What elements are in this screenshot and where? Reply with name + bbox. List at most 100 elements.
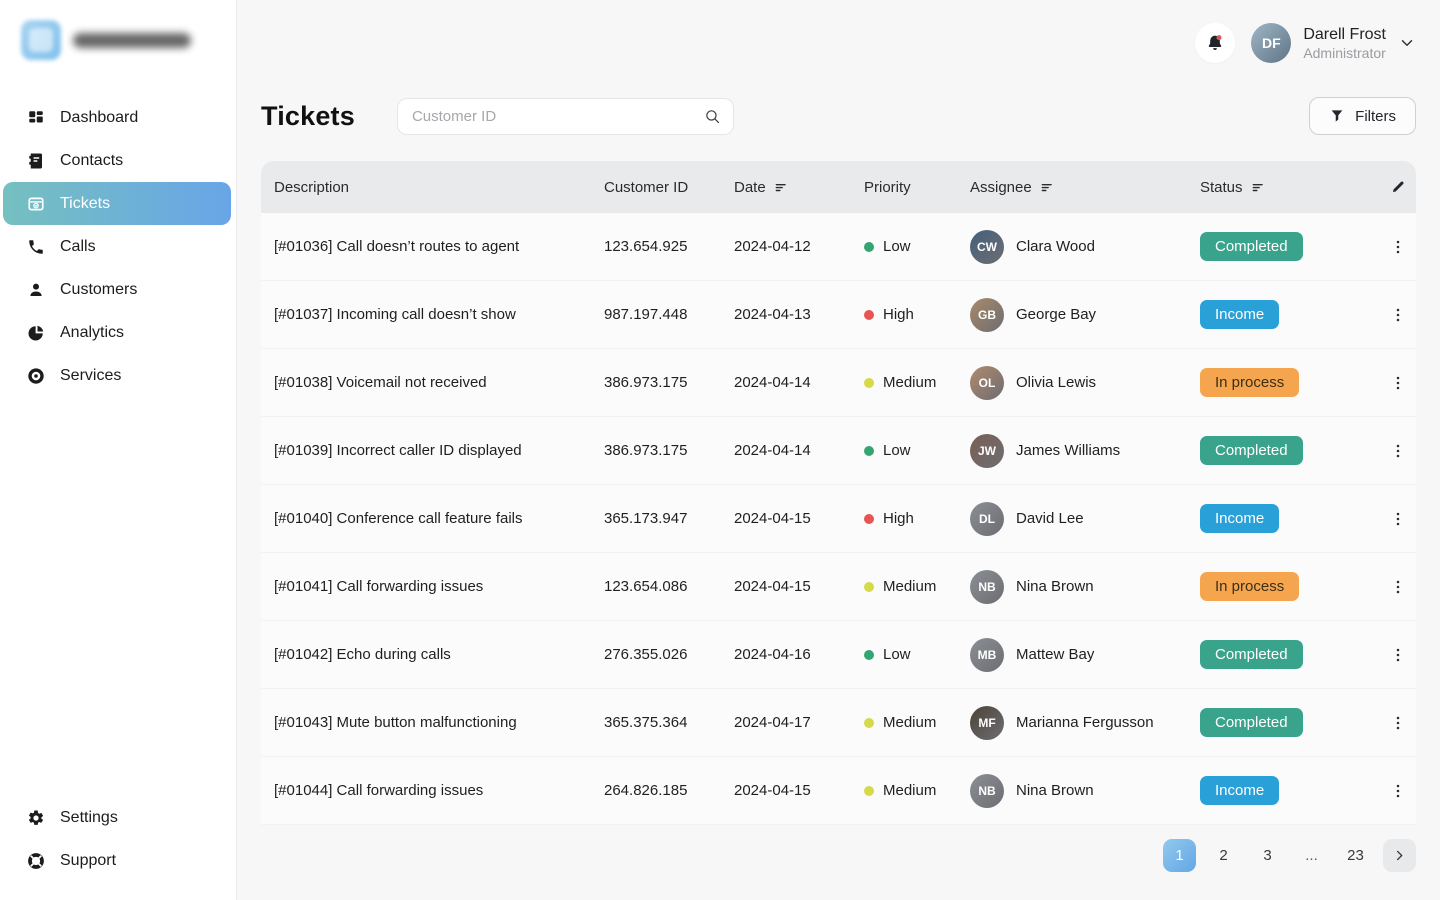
contacts-icon [27,152,45,170]
sidebar-item-contacts[interactable]: Contacts [0,139,236,182]
sidebar-item-customers[interactable]: Customers [0,268,236,311]
sidebar-item-label: Customers [60,280,138,298]
row-menu-button[interactable] [1386,439,1410,463]
notifications-button[interactable] [1195,23,1236,63]
kebab-icon [1390,715,1406,731]
assignee-avatar: GB [970,297,1004,332]
priority-dot [864,785,874,796]
priority-dot [864,377,874,388]
search-input[interactable] [411,107,704,125]
user-role: Administrator [1303,44,1386,61]
row-menu-button[interactable] [1386,507,1410,531]
sort-icon[interactable] [1251,180,1265,194]
filters-button[interactable]: Filters [1309,97,1416,135]
kebab-icon [1390,579,1406,595]
table-row: [#01040] Conference call feature fails 3… [261,485,1416,553]
sidebar-item-label: Contacts [60,151,124,169]
table-body: [#01036] Call doesn’t routes to agent 12… [261,213,1416,825]
assignee-avatar: MF [970,705,1004,740]
ticket-date: 2024-04-17 [734,714,811,731]
ticket-date: 2024-04-16 [734,646,811,663]
page-button-2[interactable]: 2 [1207,839,1240,872]
priority-dot [864,717,874,728]
ticket-description: [#01036] Call doesn’t routes to agent [274,238,520,255]
sidebar-item-dashboard[interactable]: Dashboard [0,96,236,139]
table-header-row: Description Customer ID Date Priority Assign… [261,161,1416,213]
column-header-date[interactable]: Date [734,179,864,196]
phone-icon [27,238,45,256]
user-menu[interactable]: DF Darell Frost Administrator [1251,23,1416,63]
status-badge: Completed [1200,708,1303,737]
sort-icon[interactable] [774,180,788,194]
table-row: [#01044] Call forwarding issues 264.826.… [261,757,1416,825]
row-menu-button[interactable] [1386,711,1410,735]
column-label: Customer ID [604,178,689,196]
status-badge: In process [1200,572,1300,601]
ticket-description: [#01040] Conference call feature fails [274,510,523,527]
ticket-date: 2024-04-15 [734,578,811,595]
ticket-customer-id: 365.375.364 [604,714,688,731]
sidebar-item-calls[interactable]: Calls [0,225,236,268]
column-label: Assignee [970,178,1032,196]
row-menu-button[interactable] [1386,779,1410,803]
assignee-name: Olivia Lewis [1016,374,1097,391]
sort-icon[interactable] [1040,180,1054,194]
sidebar-item-label: Analytics [60,323,125,341]
assignee-avatar: CW [970,229,1004,264]
assignee-avatar: OL [970,365,1004,400]
row-menu-button[interactable] [1386,303,1410,327]
ticket-customer-id: 123.654.925 [604,238,688,255]
sidebar-footer-nav: Settings Support [0,796,236,882]
row-menu-button[interactable] [1386,575,1410,599]
sidebar-item-services[interactable]: Services [0,354,236,397]
ticket-date: 2024-04-15 [734,782,811,799]
user-name: Darell Frost [1303,25,1386,43]
ticket-description: [#01037] Incoming call doesn’t show [274,306,516,323]
page-header: Tickets Filters [261,96,1416,136]
sidebar-item-settings[interactable]: Settings [0,796,236,839]
ticket-customer-id: 276.355.026 [604,646,688,663]
row-menu-button[interactable] [1386,235,1410,259]
ticket-customer-id: 123.654.086 [604,578,688,595]
ticket-customer-id: 365.173.947 [604,510,688,527]
status-badge: Completed [1200,232,1303,261]
app-logo [0,0,236,60]
assignee-name: Clara Wood [1016,238,1095,255]
assignee-name: George Bay [1016,306,1097,323]
sidebar-item-tickets[interactable]: Tickets [3,182,231,225]
assignee-avatar: MB [970,637,1004,672]
priority-label: Medium [883,782,937,799]
table-row: [#01038] Voicemail not received 386.973.… [261,349,1416,417]
kebab-icon [1390,647,1406,663]
user-avatar: DF [1251,23,1292,63]
assignee-name: Nina Brown [1016,782,1094,799]
page-button-3[interactable]: 3 [1251,839,1284,872]
priority-dot [864,581,874,592]
column-header-status[interactable]: Status [1200,179,1379,196]
column-header-priority: Priority [864,179,970,196]
assignee-name: David Lee [1016,510,1084,527]
ticket-date: 2024-04-12 [734,238,811,255]
kebab-icon [1390,375,1406,391]
status-badge: Income [1200,776,1280,805]
edit-columns-icon[interactable] [1390,179,1406,195]
page-button-23[interactable]: 23 [1339,839,1372,872]
column-label: Status [1200,178,1243,196]
sidebar: Dashboard Contacts Tickets Calls Custome… [0,0,237,900]
ticket-customer-id: 386.973.175 [604,442,688,459]
next-page-button[interactable] [1383,838,1416,872]
page-button-active[interactable]: 1 [1163,838,1196,872]
assignee-name: James Williams [1016,442,1121,459]
column-header-assignee[interactable]: Assignee [970,179,1200,196]
status-badge: Income [1200,300,1280,329]
sidebar-item-analytics[interactable]: Analytics [0,311,236,354]
chevron-right-icon [1392,848,1407,863]
search-icon[interactable] [704,108,721,125]
assignee-avatar: NB [970,569,1004,604]
row-menu-button[interactable] [1386,643,1410,667]
sidebar-item-support[interactable]: Support [0,839,236,882]
row-menu-button[interactable] [1386,371,1410,395]
priority-label: Low [883,238,911,255]
logo-text-blurred [73,32,191,48]
kebab-icon [1390,443,1406,459]
